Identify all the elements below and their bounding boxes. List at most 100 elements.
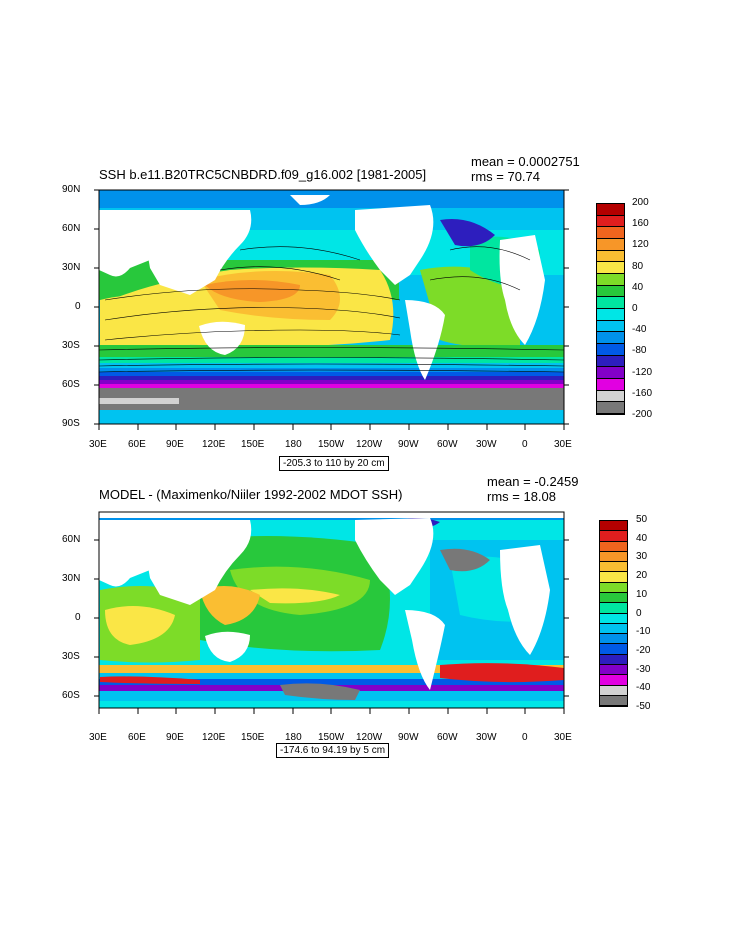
land-australia	[199, 321, 245, 355]
colorbar-label: 10	[636, 588, 648, 600]
land-asia	[140, 210, 252, 295]
colorbar-swatch	[600, 521, 627, 532]
colorbar-label: 160	[632, 218, 649, 230]
colorbar-swatch	[597, 390, 624, 403]
panel2-title: MODEL - (Maximenko/Niiler 1992-2002 MDOT…	[99, 487, 403, 502]
panel2-lon-label: 30E	[89, 732, 107, 743]
colorbar-swatch	[597, 402, 624, 415]
panel1-lon-label: 120W	[356, 439, 383, 450]
colorbar-swatch	[597, 262, 624, 275]
panel2-mean: mean = -0.2459	[487, 474, 579, 489]
panel1-lat-label: 90S	[62, 418, 80, 429]
colorbar-label: 80	[632, 260, 644, 272]
panel1-lat-label: 30N	[62, 262, 81, 273]
panel2-lon-label: 30E	[554, 732, 572, 743]
land-south-america	[405, 300, 445, 380]
panel2-lat-label: 60N	[62, 534, 81, 545]
colorbar-label: -40	[636, 682, 651, 694]
colorbar-swatch	[597, 355, 624, 368]
panel2-colorbar-labels: 50 40 30 20 10 0 -10 -20 -30 -40 -50	[636, 514, 676, 712]
arctic-band	[99, 190, 564, 208]
colorbar-swatch	[600, 531, 627, 542]
colorbar-label: -20	[636, 644, 651, 656]
colorbar-swatch	[600, 623, 627, 635]
panel1-lat-label: 30S	[62, 340, 80, 351]
land-africa-europe	[500, 545, 550, 655]
panel2-lon-label: 150W	[318, 732, 345, 743]
land-asia-west	[99, 520, 154, 587]
colorbar-swatch	[597, 285, 624, 298]
colorbar-swatch	[600, 685, 627, 696]
panel1-lat-label: 60N	[62, 223, 81, 234]
panel2-lon-label: 150E	[241, 732, 265, 743]
colorbar-label: 20	[636, 570, 648, 582]
colorbar-swatch	[597, 250, 624, 263]
colorbar-swatch	[597, 344, 624, 356]
panel1-rms: rms = 70.74	[471, 169, 541, 184]
colorbar-swatch	[597, 367, 624, 380]
colorbar-swatch	[600, 582, 627, 593]
colorbar-swatch	[600, 592, 627, 604]
colorbar-swatch	[597, 215, 624, 228]
colorbar-swatch	[600, 654, 627, 665]
panel2-lat-label: 0	[75, 612, 81, 623]
colorbar-swatch	[597, 274, 624, 286]
panel1-colorbar	[596, 203, 625, 415]
panel2-lat-label: 30S	[62, 651, 80, 662]
colorbar-label: -30	[636, 663, 651, 675]
land-asia-west	[99, 210, 154, 277]
colorbar-label: -40	[632, 324, 647, 336]
panel2-lat-label: 60S	[62, 690, 80, 701]
panel1-mean: mean = 0.0002751	[471, 154, 580, 169]
panel1-lon-label: 0	[522, 439, 528, 450]
panel2-lon-label: 60E	[128, 732, 146, 743]
colorbar-swatch	[597, 239, 624, 251]
colorbar-label: -160	[632, 387, 653, 399]
colorbar-swatch	[600, 634, 627, 645]
panel2-lon-label: 120E	[202, 732, 226, 743]
colorbar-swatch	[597, 320, 624, 333]
land-africa-europe	[499, 235, 545, 345]
colorbar-swatch	[600, 603, 627, 614]
panel1-lon-label: 150W	[318, 439, 345, 450]
panel2-lon-label: 30W	[476, 732, 497, 743]
colorbar-swatch	[600, 644, 627, 655]
panel2-contour-info: -174.6 to 94.19 by 5 cm	[276, 743, 390, 758]
colorbar-swatch	[600, 695, 627, 707]
land-australia	[205, 631, 250, 662]
panel1-lon-label: 150E	[241, 439, 265, 450]
land-north-america	[355, 518, 434, 595]
colorbar-label: 0	[632, 303, 638, 314]
panel2-colorbar	[599, 520, 628, 707]
panel1-contour-info: -205.3 to 110 by 20 cm	[279, 456, 389, 471]
colorbar-label: 40	[632, 281, 644, 293]
colorbar-swatch	[600, 613, 627, 624]
land-asia	[140, 520, 252, 605]
colorbar-label: 50	[636, 514, 648, 525]
colorbar-swatch	[597, 379, 624, 391]
panel1-lat-label: 90N	[62, 184, 81, 195]
colorbar-label: 40	[636, 532, 648, 544]
panel1-lat-label: 60S	[62, 379, 80, 390]
colorbar-label: -200	[632, 409, 653, 420]
panel2-lon-label: 0	[522, 732, 528, 743]
colorbar-swatch	[600, 562, 627, 573]
panel1-lon-label: 60E	[128, 439, 146, 450]
colorbar-label: -50	[636, 701, 651, 712]
panel1-lon-label: 90W	[398, 439, 419, 450]
colorbar-swatch	[600, 551, 627, 563]
colorbar-swatch	[600, 572, 627, 583]
panel2-lon-label: 90E	[166, 732, 184, 743]
colorbar-swatch	[600, 541, 627, 552]
panel1-lon-label: 120E	[202, 439, 226, 450]
panel1-title: SSH b.e11.B20TRC5CNBDRD.f09_g16.002 [198…	[99, 167, 427, 182]
panel1-lon-label: 90E	[166, 439, 184, 450]
colorbar-label: 120	[632, 239, 649, 251]
panel2-lon-label: 120W	[356, 732, 383, 743]
panel1-lon-label: 30W	[476, 439, 497, 450]
panel2-lat-label: 30N	[62, 573, 81, 584]
panel1-lon-label: 30E	[89, 439, 107, 450]
colorbar-swatch	[597, 297, 624, 310]
